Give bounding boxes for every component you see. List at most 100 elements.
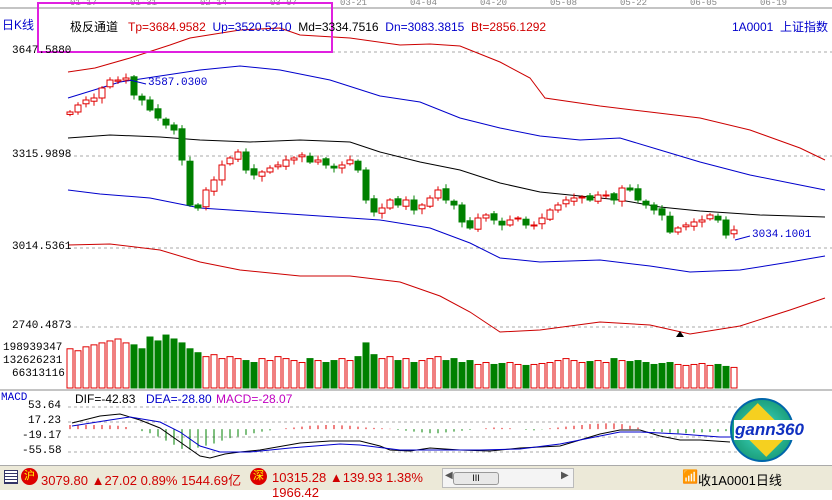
candle-body <box>274 164 282 168</box>
volume-bar <box>330 360 338 389</box>
sz-index-badge[interactable]: 深 <box>250 468 267 485</box>
tp-value: Tp=3684.9582 <box>128 20 206 34</box>
receive-status: 收1A0001日线 <box>698 473 782 488</box>
candle-body <box>418 204 426 210</box>
volume-bar <box>362 342 370 389</box>
date-label: 04-20 <box>480 0 508 8</box>
candle-body <box>730 229 738 235</box>
candle-body <box>450 200 458 206</box>
low-marker-icon <box>676 331 684 337</box>
volume-bar <box>658 362 666 389</box>
volume-bar <box>626 361 634 389</box>
price-tick: 2740.4873 <box>12 320 72 332</box>
volume-bar <box>90 344 98 389</box>
candle-body <box>210 179 218 192</box>
volume-bar <box>506 362 514 389</box>
volume-bar <box>130 344 138 389</box>
candle-body <box>322 158 330 166</box>
scroll-grip: III <box>472 473 480 483</box>
volume-bar <box>586 361 594 389</box>
symbol-code: 1A0001 <box>731 20 774 34</box>
volume-bar <box>474 363 482 389</box>
candle-body <box>154 108 162 119</box>
horizontal-scrollbar[interactable]: ◀ III ▶ <box>442 468 574 488</box>
candle-body <box>682 224 690 228</box>
volume-bar <box>418 360 426 389</box>
volume-bar <box>698 362 706 389</box>
candle-body <box>218 164 226 181</box>
volume-bar <box>458 362 466 389</box>
date-label: 06-05 <box>690 0 718 8</box>
candle-body <box>426 197 434 207</box>
sh-index-quote: 3079.80 ▲27.02 0.89% 1544.69亿 <box>41 473 242 488</box>
volume-bar <box>618 360 626 389</box>
volume-bar <box>594 360 602 389</box>
candle-body <box>298 154 306 158</box>
volume-bar <box>258 358 266 389</box>
candle-body <box>562 199 570 205</box>
candle-body <box>506 219 514 226</box>
volume-bar <box>482 362 490 389</box>
candle-body <box>474 217 482 230</box>
volume-bar <box>346 360 354 389</box>
candle-body <box>714 215 722 221</box>
candle-body <box>666 215 674 233</box>
volume-bar <box>242 360 250 389</box>
candle-body <box>90 97 98 102</box>
candle-body <box>410 199 418 211</box>
candle-body <box>130 76 138 96</box>
low-pointer <box>734 235 751 241</box>
volume-bar <box>210 354 218 389</box>
volume-bar <box>170 338 178 389</box>
volume-bar <box>706 364 714 389</box>
candle-body <box>634 188 642 201</box>
date-label: 04-04 <box>410 0 438 8</box>
candle-body <box>82 99 90 105</box>
volume-bar <box>602 362 610 389</box>
volume-bar <box>690 363 698 389</box>
channel-upper-line <box>67 65 826 191</box>
period-label[interactable]: 日K线 <box>2 18 35 32</box>
chart-canvas[interactable] <box>0 0 832 465</box>
status-bar: 沪 3079.80 ▲27.02 0.89% 1544.69亿 深 10315.… <box>0 465 832 500</box>
low-annotation: 3034.1001 <box>752 229 812 241</box>
volume-bar <box>378 358 386 389</box>
volume-bar <box>514 363 522 389</box>
volume-bar <box>114 338 122 389</box>
candle-body <box>578 196 586 199</box>
bt-value: Bt=2856.1292 <box>471 20 547 34</box>
high-annotation: 3587.0300 <box>148 77 208 89</box>
candle-body <box>658 208 666 216</box>
volume-bar <box>250 362 258 389</box>
scroll-thumb[interactable]: III <box>453 472 499 485</box>
candle-body <box>306 155 314 163</box>
candle-body <box>546 209 554 220</box>
calendar-icon[interactable] <box>4 470 18 484</box>
candle-body <box>266 167 274 173</box>
symbol-info: 1A0001 上证指数 <box>732 18 828 35</box>
candle-body <box>74 104 82 113</box>
candle-body <box>690 221 698 227</box>
logo-text: gann360 <box>734 420 805 440</box>
scroll-right-icon[interactable]: ▶ <box>561 470 569 481</box>
scroll-left-icon[interactable]: ◀ <box>445 470 453 481</box>
candle-body <box>162 118 170 126</box>
price-tick: 3315.9898 <box>12 149 72 161</box>
volume-bar <box>178 342 186 389</box>
volume-bar <box>546 362 554 389</box>
volume-bar <box>426 358 434 389</box>
macd-tick: 17.23 <box>28 415 62 427</box>
candle-body <box>250 168 258 176</box>
volume-bar <box>218 358 226 389</box>
sh-index-badge[interactable]: 沪 <box>21 468 38 485</box>
candle-body <box>554 204 562 211</box>
candle-body <box>522 218 530 226</box>
volume-bar <box>298 362 306 389</box>
dea-value: DEA=-28.80 <box>146 392 212 406</box>
candle-body <box>242 151 250 171</box>
volume-bar <box>466 360 474 389</box>
date-label: 06-19 <box>760 0 788 8</box>
date-label: 02-14 <box>200 0 228 8</box>
candle-body <box>642 200 650 206</box>
candle-body <box>290 157 298 161</box>
